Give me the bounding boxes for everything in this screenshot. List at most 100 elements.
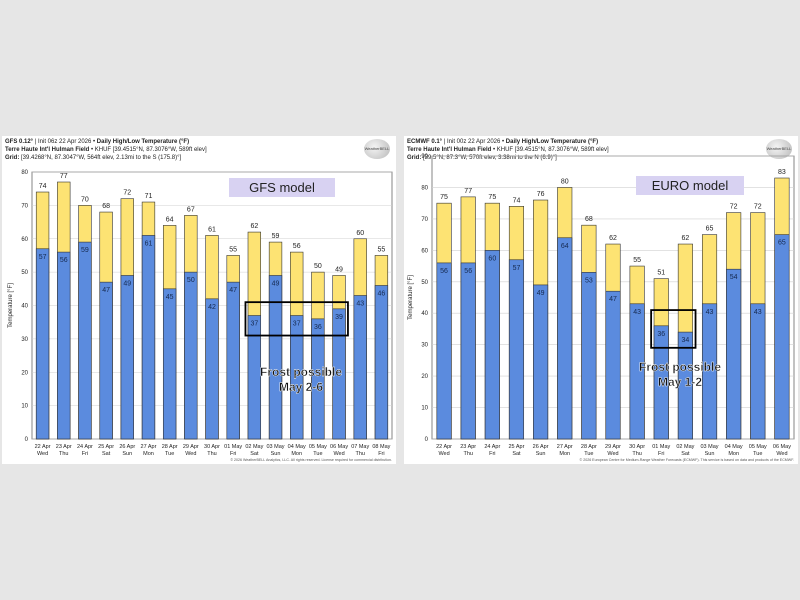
euro-model-name: ECMWF 0.1° xyxy=(407,139,443,145)
euro-day-label: Sun xyxy=(705,451,715,457)
gfs-high-label: 71 xyxy=(145,193,153,200)
euro-high-label: 65 xyxy=(706,226,714,233)
euro-high-label: 62 xyxy=(609,235,617,242)
euro-day-label: Sun xyxy=(536,451,546,457)
euro-date-label: 26 Apr xyxy=(533,444,549,450)
euro-low-bar xyxy=(533,284,549,440)
gfs-low-label: 59 xyxy=(81,247,89,254)
euro-low-label: 43 xyxy=(754,309,762,316)
euro-low-label: 43 xyxy=(706,309,714,316)
gfs-low-bar xyxy=(332,308,346,440)
gfs-footer: © 2026 WeatherBELL Analytics, LLC. All r… xyxy=(230,458,392,462)
euro-date-label: 23 Apr xyxy=(460,444,476,450)
euro-low-bar xyxy=(750,303,766,440)
gfs-ytick-label: 30 xyxy=(21,337,28,343)
euro-date-label: 29 Apr xyxy=(605,444,621,450)
gfs-high-label: 70 xyxy=(81,196,89,203)
euro-low-bar xyxy=(774,234,790,440)
gfs-frost-text-line1: Frost possible xyxy=(260,365,342,379)
euro-title: Daily High/Low Temperature (°F) xyxy=(505,139,599,145)
gfs-date-label: 25 Apr xyxy=(98,444,114,450)
euro-station: Terre Haute Int'l Hulman Field xyxy=(407,147,492,153)
gfs-low-label: 46 xyxy=(378,290,386,297)
gfs-model-name: GFS 0.12° xyxy=(5,139,34,145)
gfs-high-label: 67 xyxy=(187,206,195,213)
gfs-date-label: 26 Apr xyxy=(119,444,135,450)
gfs-high-label: 55 xyxy=(378,246,386,253)
gfs-low-label: 45 xyxy=(166,294,174,301)
euro-model-label: EURO model xyxy=(652,178,729,193)
gfs-low-bar xyxy=(311,318,325,440)
gfs-day-label: Fri xyxy=(82,451,88,457)
euro-day-label: Sat xyxy=(512,451,521,457)
euro-ytick-label: 20 xyxy=(421,374,428,380)
euro-low-bar xyxy=(605,290,621,440)
euro-date-label: 25 Apr xyxy=(509,444,525,450)
gfs-low-label: 49 xyxy=(123,280,131,287)
euro-low-label: 64 xyxy=(561,243,569,250)
gfs-day-label: Thu xyxy=(207,451,216,457)
euro-low-label: 49 xyxy=(537,290,545,297)
gfs-low-bar xyxy=(162,288,177,440)
gfs-date-label: 07 May xyxy=(351,444,369,450)
gfs-low-label: 56 xyxy=(60,257,68,264)
gfs-day-label: Sat xyxy=(102,451,111,457)
euro-frost-box xyxy=(650,309,697,349)
euro-grid: [39.5°N, 87.3°W, 570ft elev, 3.38mi to t… xyxy=(423,155,557,161)
euro-day-label: Wed xyxy=(438,451,449,457)
gfs-low-label: 49 xyxy=(272,280,280,287)
euro-model-label-box xyxy=(636,176,744,195)
euro-frost-text-line2: May 1-2 xyxy=(658,375,702,389)
euro-high-label: 51 xyxy=(657,270,665,277)
gfs-low-bar xyxy=(120,275,134,440)
gfs-high-label: 74 xyxy=(39,183,47,190)
gfs-low-bar xyxy=(35,248,50,440)
gfs-date-label: 22 Apr xyxy=(35,444,51,450)
euro-ytick-label: 30 xyxy=(421,343,428,349)
gfs-ytick-label: 60 xyxy=(21,237,28,243)
gfs-date-label: 27 Apr xyxy=(141,444,157,450)
euro-station-meta: KHUF [39.4515°N, 87.3076°W, 589ft elev] xyxy=(496,147,609,153)
gfs-grid-label: Grid: xyxy=(5,155,20,161)
gfs-high-label: 61 xyxy=(208,226,216,233)
gfs-low-label: 42 xyxy=(208,304,216,311)
gfs-title: Daily High/Low Temperature (°F) xyxy=(96,139,190,145)
gfs-low-label: 57 xyxy=(39,254,47,261)
gfs-date-label: 29 Apr xyxy=(183,444,199,450)
euro-high-label: 83 xyxy=(778,169,786,176)
euro-low-bar xyxy=(557,237,573,440)
gfs-high-label: 62 xyxy=(250,223,258,230)
euro-low-bar xyxy=(508,259,525,440)
gfs-ytick-label: 10 xyxy=(21,404,28,410)
gfs-frost-text-line2: May 2-6 xyxy=(279,380,323,394)
euro-low-bar xyxy=(581,272,597,440)
euro-day-label: Mon xyxy=(559,451,570,457)
euro-ytick-label: 50 xyxy=(421,280,428,286)
gfs-day-label: Wed xyxy=(185,451,196,457)
gfs-ytick-label: 80 xyxy=(21,170,28,176)
gfs-init: Init 06z 22 Apr 2026 xyxy=(37,139,92,145)
gfs-station-meta: KHUF [39.4515°N, 87.3076°W, 589ft elev] xyxy=(94,147,207,153)
euro-footer: © 2026 European Centre for Medium-Range … xyxy=(580,458,795,462)
gfs-high-label: 56 xyxy=(293,243,301,250)
euro-day-label: Thu xyxy=(632,451,641,457)
gfs-low-bar xyxy=(290,315,304,440)
gfs-ytick-label: 20 xyxy=(21,370,28,376)
euro-low-label: 34 xyxy=(682,337,690,344)
gfs-date-label: 05 May xyxy=(309,444,327,450)
gfs-high-label: 68 xyxy=(102,203,110,210)
euro-low-label: 53 xyxy=(585,277,593,284)
euro-low-bar xyxy=(726,268,742,440)
gfs-high-label: 59 xyxy=(272,233,280,240)
gfs-date-label: 06 May xyxy=(330,444,348,450)
euro-low-bar xyxy=(629,303,645,440)
gfs-day-label: Sat xyxy=(250,451,259,457)
gfs-date-label: 24 Apr xyxy=(77,444,93,450)
euro-date-label: 02 May xyxy=(676,444,694,450)
gfs-low-label: 50 xyxy=(187,277,195,284)
euro-grid-label: Grid: xyxy=(407,155,422,161)
gfs-low-bar xyxy=(99,281,113,440)
gfs-low-label: 47 xyxy=(229,287,237,294)
gfs-low-bar xyxy=(353,295,367,440)
gfs-day-label: Fri xyxy=(378,451,384,457)
